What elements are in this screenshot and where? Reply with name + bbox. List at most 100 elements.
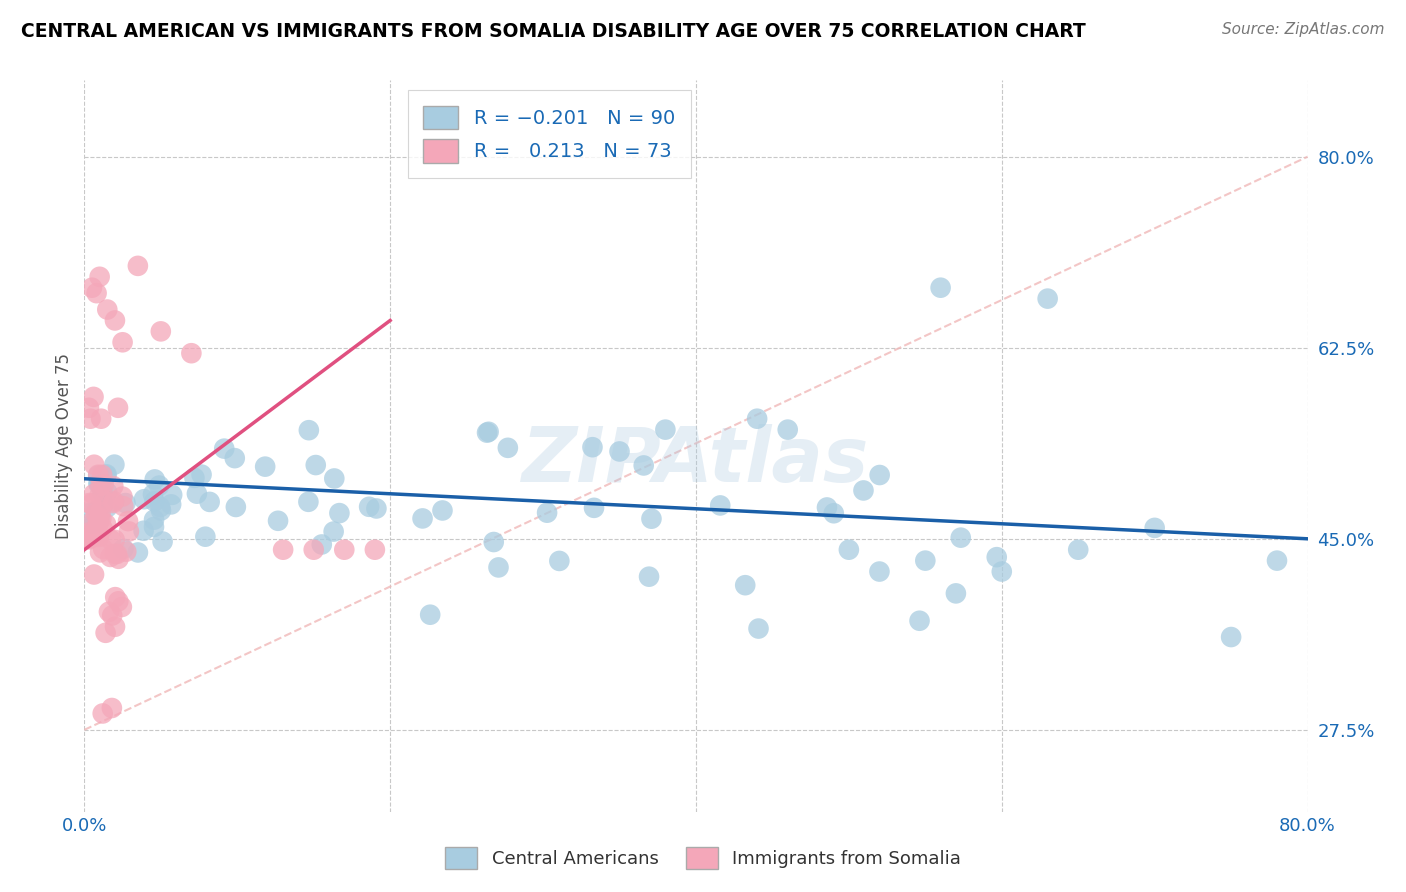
Point — [823, 506, 845, 520]
Point — [180, 346, 202, 360]
Point — [112, 499, 135, 513]
Point — [89, 511, 111, 525]
Point — [1143, 521, 1166, 535]
Point — [143, 520, 166, 534]
Point — [79, 525, 101, 540]
Point — [1265, 554, 1288, 568]
Point — [143, 472, 166, 486]
Point — [77, 496, 100, 510]
Point — [96, 302, 118, 317]
Point — [333, 542, 356, 557]
Point — [366, 501, 388, 516]
Point — [93, 477, 115, 491]
Point — [127, 259, 149, 273]
Point — [536, 506, 558, 520]
Point — [852, 483, 875, 498]
Point — [815, 500, 838, 515]
Point — [160, 497, 183, 511]
Point — [183, 471, 205, 485]
Point — [83, 516, 105, 531]
Point — [118, 524, 141, 539]
Point — [160, 488, 183, 502]
Point — [83, 390, 105, 404]
Point — [305, 458, 328, 472]
Point — [302, 542, 325, 557]
Point — [107, 551, 129, 566]
Point — [87, 517, 110, 532]
Point — [96, 485, 118, 500]
Point — [496, 441, 519, 455]
Point — [83, 567, 105, 582]
Point — [117, 514, 139, 528]
Point — [94, 625, 117, 640]
Point — [84, 526, 107, 541]
Point — [475, 425, 498, 440]
Point — [127, 545, 149, 559]
Point — [267, 514, 290, 528]
Point — [82, 515, 104, 529]
Point — [100, 533, 122, 547]
Point — [143, 494, 166, 508]
Point — [640, 512, 662, 526]
Point — [949, 531, 972, 545]
Point — [149, 324, 172, 338]
Point — [84, 516, 107, 530]
Point — [148, 478, 170, 492]
Point — [104, 533, 127, 547]
Point — [77, 401, 100, 415]
Point — [132, 492, 155, 507]
Point — [432, 503, 454, 517]
Point — [709, 499, 731, 513]
Point — [747, 622, 769, 636]
Point — [87, 530, 110, 544]
Point — [84, 524, 107, 538]
Point — [986, 550, 1008, 565]
Point — [654, 423, 676, 437]
Point — [87, 528, 110, 542]
Point — [103, 479, 125, 493]
Point — [488, 560, 510, 574]
Text: CENTRAL AMERICAN VS IMMIGRANTS FROM SOMALIA DISABILITY AGE OVER 75 CORRELATION C: CENTRAL AMERICAN VS IMMIGRANTS FROM SOMA… — [21, 22, 1085, 41]
Point — [142, 487, 165, 501]
Point — [114, 496, 136, 510]
Point — [929, 281, 952, 295]
Point — [359, 500, 381, 514]
Point — [84, 507, 107, 521]
Point — [86, 286, 108, 301]
Point — [186, 486, 208, 500]
Point — [212, 442, 235, 456]
Point — [77, 531, 100, 545]
Point — [89, 545, 111, 559]
Point — [747, 411, 769, 425]
Point — [908, 614, 931, 628]
Point — [86, 503, 108, 517]
Point — [104, 590, 127, 604]
Point — [107, 401, 129, 415]
Point — [91, 706, 114, 721]
Point — [86, 523, 108, 537]
Point — [298, 423, 321, 437]
Point — [190, 467, 212, 482]
Point — [111, 490, 134, 504]
Point — [104, 620, 127, 634]
Point — [87, 476, 110, 491]
Point — [914, 554, 936, 568]
Point — [94, 517, 117, 532]
Point — [96, 468, 118, 483]
Point — [90, 505, 112, 519]
Point — [77, 506, 100, 520]
Point — [609, 444, 631, 458]
Point — [89, 269, 111, 284]
Point — [80, 527, 103, 541]
Point — [101, 608, 124, 623]
Point — [87, 476, 110, 491]
Point — [869, 468, 891, 483]
Point — [412, 511, 434, 525]
Point — [945, 586, 967, 600]
Point — [419, 607, 441, 622]
Point — [87, 467, 110, 482]
Point — [89, 488, 111, 502]
Point — [104, 313, 127, 327]
Point — [111, 599, 134, 614]
Point — [90, 511, 112, 525]
